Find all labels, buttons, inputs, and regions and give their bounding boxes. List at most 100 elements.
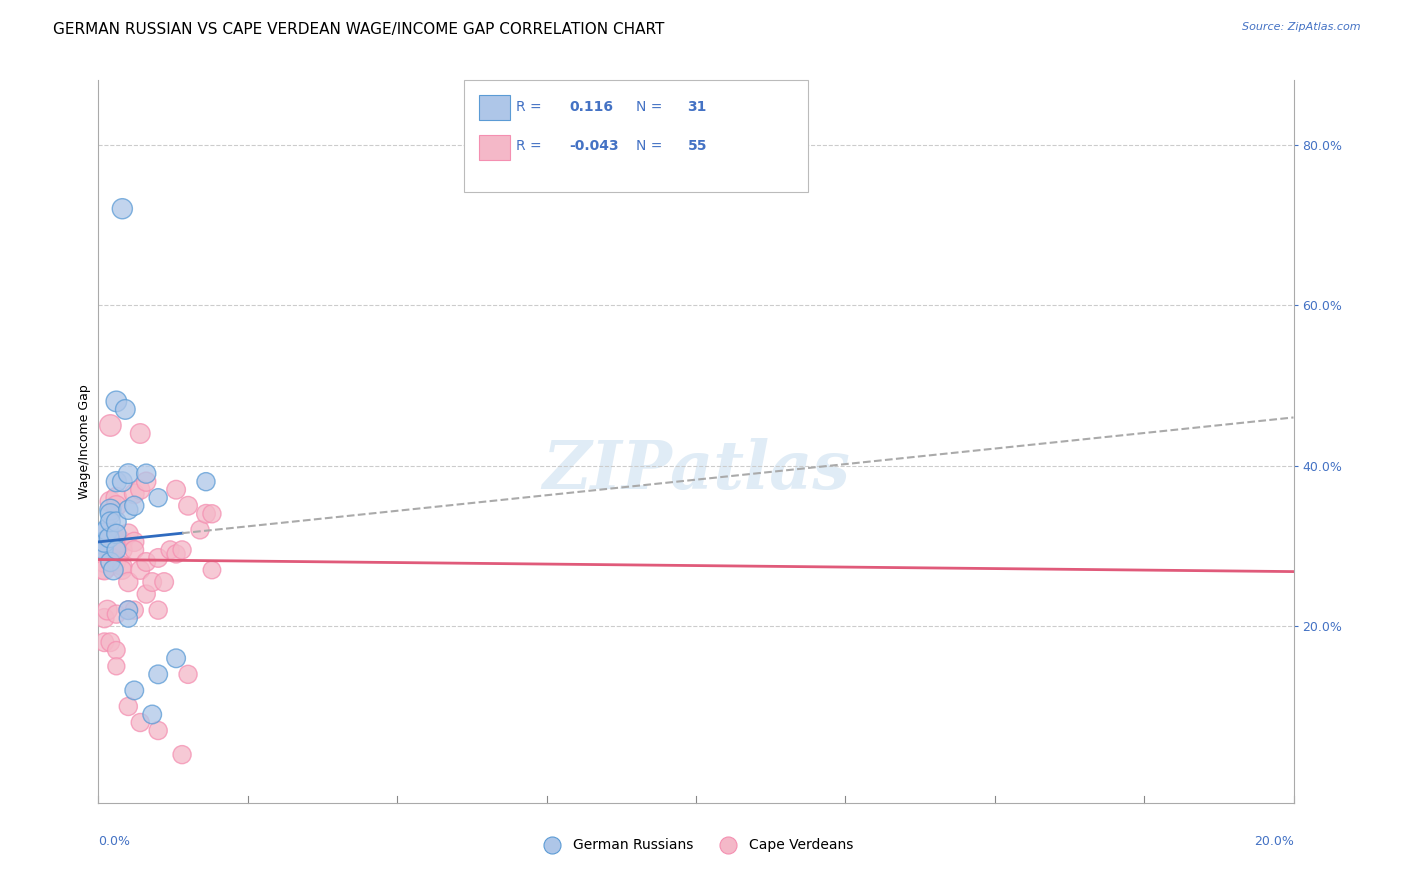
Point	[91, 542, 114, 557]
Point	[93, 534, 115, 549]
Point	[111, 202, 134, 216]
Point	[141, 574, 163, 589]
Point	[117, 603, 139, 617]
Text: Source: ZipAtlas.com: Source: ZipAtlas.com	[1243, 22, 1361, 32]
Text: -0.043: -0.043	[569, 139, 619, 153]
Point	[135, 475, 157, 489]
Point	[135, 467, 157, 481]
Point	[124, 487, 146, 501]
Point	[177, 667, 200, 681]
Point	[105, 534, 128, 549]
Text: 0.0%: 0.0%	[98, 835, 131, 848]
Point	[172, 747, 194, 762]
Point	[105, 659, 128, 673]
Point	[98, 515, 122, 529]
Point	[114, 402, 136, 417]
Point	[148, 551, 170, 566]
Point	[188, 523, 211, 537]
Point	[117, 603, 139, 617]
Text: ZIPatlas: ZIPatlas	[543, 438, 849, 503]
Point	[105, 526, 128, 541]
Point	[117, 467, 139, 481]
Point	[141, 707, 163, 722]
Point	[98, 418, 122, 433]
Point	[135, 587, 157, 601]
Point	[165, 651, 187, 665]
Point	[98, 555, 122, 569]
Point	[96, 603, 118, 617]
Legend: German Russians, Cape Verdeans: German Russians, Cape Verdeans	[533, 832, 859, 857]
Point	[98, 555, 122, 569]
Point	[153, 574, 176, 589]
Point	[98, 635, 122, 649]
Point	[135, 555, 157, 569]
Point	[98, 542, 122, 557]
Point	[124, 542, 146, 557]
Point	[93, 635, 115, 649]
Point	[124, 534, 146, 549]
Point	[129, 426, 152, 441]
Point	[93, 555, 115, 569]
Text: N =: N =	[636, 100, 662, 114]
Text: N =: N =	[636, 139, 662, 153]
Point	[98, 494, 122, 508]
Point	[111, 563, 134, 577]
Point	[111, 475, 134, 489]
Point	[105, 542, 128, 557]
Point	[105, 607, 128, 621]
Point	[105, 539, 128, 553]
Point	[195, 475, 218, 489]
Point	[177, 499, 200, 513]
Point	[124, 603, 146, 617]
Point	[124, 683, 146, 698]
Point	[90, 551, 112, 566]
Point	[105, 555, 128, 569]
Point	[165, 483, 187, 497]
Point	[148, 491, 170, 505]
Point	[103, 563, 125, 577]
Point	[105, 475, 128, 489]
Point	[117, 526, 139, 541]
Point	[159, 542, 181, 557]
Text: GERMAN RUSSIAN VS CAPE VERDEAN WAGE/INCOME GAP CORRELATION CHART: GERMAN RUSSIAN VS CAPE VERDEAN WAGE/INCO…	[53, 22, 665, 37]
Point	[165, 547, 187, 561]
Text: 0.116: 0.116	[569, 100, 613, 114]
Point	[195, 507, 218, 521]
Point	[111, 542, 134, 557]
Point	[201, 507, 224, 521]
Point	[148, 723, 170, 738]
Point	[117, 611, 139, 625]
Point	[98, 502, 122, 516]
Text: R =: R =	[516, 100, 541, 114]
Point	[117, 502, 139, 516]
Point	[105, 643, 128, 657]
Point	[105, 394, 128, 409]
Point	[148, 603, 170, 617]
Point	[117, 699, 139, 714]
Point	[105, 515, 128, 529]
Point	[129, 483, 152, 497]
Point	[93, 526, 115, 541]
Point	[96, 523, 118, 537]
Point	[117, 574, 139, 589]
Text: R =: R =	[516, 139, 541, 153]
Point	[93, 563, 115, 577]
Point	[93, 611, 115, 625]
Point	[148, 667, 170, 681]
Point	[98, 531, 121, 545]
Point	[172, 542, 194, 557]
Point	[201, 563, 224, 577]
Point	[105, 499, 128, 513]
Text: 31: 31	[688, 100, 707, 114]
Point	[124, 499, 146, 513]
Point	[111, 558, 134, 573]
Text: 20.0%: 20.0%	[1254, 835, 1294, 848]
Point	[129, 715, 152, 730]
Text: 55: 55	[688, 139, 707, 153]
Point	[111, 534, 134, 549]
Y-axis label: Wage/Income Gap: Wage/Income Gap	[79, 384, 91, 499]
Point	[105, 491, 128, 505]
Point	[98, 507, 122, 521]
Point	[129, 563, 152, 577]
Point	[90, 539, 112, 553]
